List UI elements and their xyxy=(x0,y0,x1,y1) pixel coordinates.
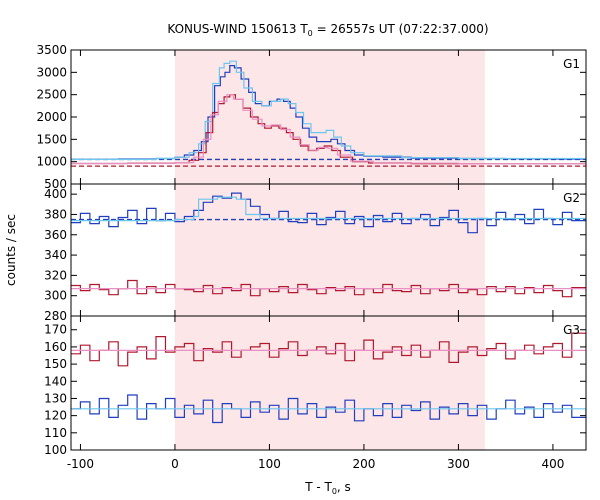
y-tick-label: 150 xyxy=(44,357,67,371)
x-axis-ticks: -100 0 100 200 300 400 xyxy=(67,457,565,471)
panel-g1: 500 1000 1500 2000 2500 3000 3500 G1 xyxy=(36,43,587,191)
panel-name: G3 xyxy=(563,323,580,337)
y-tick-label: 320 xyxy=(44,268,67,282)
chart-title: KONUS-WIND 150613 T0 = 26557s UT (07:22:… xyxy=(167,22,488,38)
x-tick-label: 200 xyxy=(352,457,375,471)
panel-g3: 100 110 120 130 140 150 160 170 G3 xyxy=(44,315,587,457)
series-0-3 xyxy=(71,94,586,165)
y-tick-label: 380 xyxy=(44,207,67,221)
panel-name: G2 xyxy=(563,191,580,205)
y-tick-label: 500 xyxy=(44,177,67,191)
y-tick-label: 120 xyxy=(44,409,67,423)
y-tick-label: 1500 xyxy=(36,132,67,146)
x-tick-label: 400 xyxy=(541,457,564,471)
series-1-2 xyxy=(71,279,586,298)
y-tick-label: 2000 xyxy=(36,110,67,124)
panel-frame xyxy=(70,315,587,451)
y-tick-label: 2500 xyxy=(36,88,67,102)
x-tick-label: 300 xyxy=(447,457,470,471)
y-tick-label: 3500 xyxy=(36,43,67,57)
y-tick-label: 360 xyxy=(44,228,67,242)
x-tick-label: 100 xyxy=(258,457,281,471)
y-tick-label: 1000 xyxy=(36,155,67,169)
y-tick-label: 140 xyxy=(44,374,67,388)
y-axis-label: counts / sec xyxy=(4,214,18,286)
y-tick-label: 170 xyxy=(44,323,67,337)
series-2-0 xyxy=(71,332,586,367)
y-tick-label: 300 xyxy=(44,289,67,303)
panel-name: G1 xyxy=(563,57,580,71)
series-0-1 xyxy=(71,60,586,160)
y-tick-label: 340 xyxy=(44,248,67,262)
x-tick-label: 0 xyxy=(171,457,179,471)
series-1-3 xyxy=(71,288,586,291)
x-tick-label: -100 xyxy=(67,457,94,471)
y-tick-label: 110 xyxy=(44,426,67,440)
burst-interval-shade xyxy=(174,316,485,450)
series-1-1 xyxy=(71,196,586,222)
y-tick-label: 3000 xyxy=(36,65,67,79)
panels: 500 1000 1500 2000 2500 3000 3500 G1 280 300 320 34… xyxy=(36,43,587,457)
x-axis-label: T - T0, s xyxy=(304,480,351,496)
panel-g2: 280 300 320 340 360 380 400 G2 xyxy=(44,183,587,323)
y-tick-label: 100 xyxy=(44,443,67,457)
y-tick-label: 160 xyxy=(44,340,67,354)
y-tick-label: 280 xyxy=(44,309,67,323)
burst-interval-shade xyxy=(174,184,485,316)
y-tick-label: 130 xyxy=(44,391,67,405)
y-tick-label: 400 xyxy=(44,187,67,201)
